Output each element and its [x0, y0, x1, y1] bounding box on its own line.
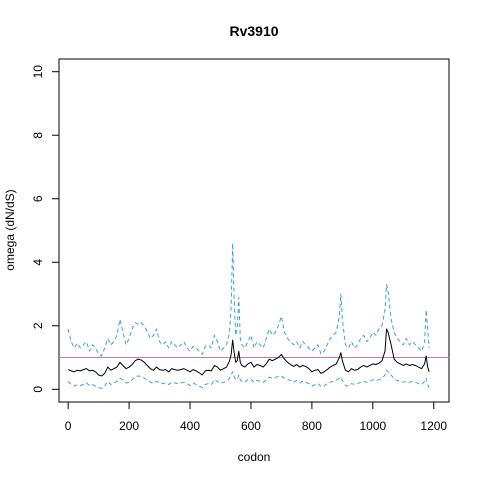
mean-series-line	[67, 328, 430, 377]
x-axis: 0 200 400 600 800 1000 1200	[65, 401, 447, 433]
y-tick-label: 6	[31, 195, 45, 202]
x-tick-label: 200	[119, 419, 139, 433]
y-tick-label: 0	[31, 386, 45, 393]
x-tick-label: 0	[65, 419, 72, 433]
chart-title: Rv3910	[229, 23, 278, 39]
x-axis-label: codon	[238, 450, 271, 464]
y-axis-label: omega (dN/dS)	[3, 189, 17, 270]
x-tick-label: 800	[302, 419, 322, 433]
x-tick-label: 400	[180, 419, 200, 433]
upper-series-line	[67, 242, 430, 357]
y-tick-label: 2	[31, 322, 45, 329]
x-tick-label: 1200	[420, 419, 447, 433]
y-axis: 0 2 4 6 8 10	[31, 65, 60, 393]
x-tick-label: 1000	[359, 419, 386, 433]
x-tick-label: 600	[241, 419, 261, 433]
y-tick-label: 8	[31, 132, 45, 139]
series-layer	[67, 242, 430, 389]
lower-series-line	[67, 369, 430, 389]
y-tick-label: 10	[31, 65, 45, 79]
y-tick-label: 4	[31, 259, 45, 266]
